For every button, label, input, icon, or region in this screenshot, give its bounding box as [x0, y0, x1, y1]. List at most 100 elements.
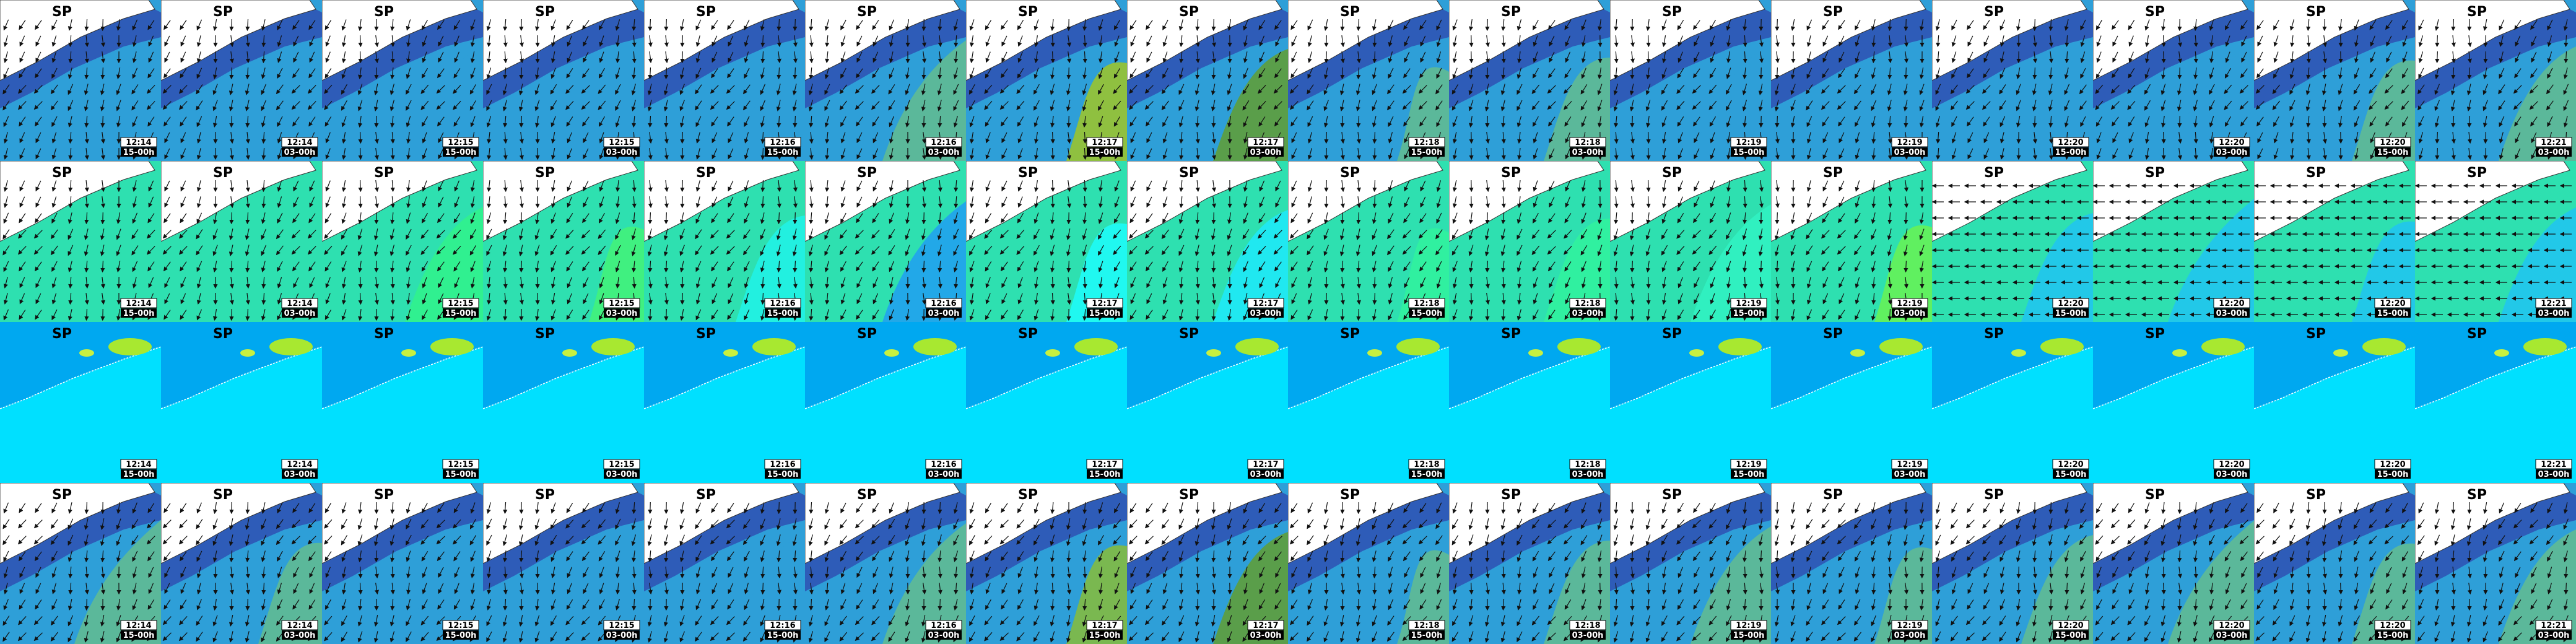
wind-arrow	[35, 20, 42, 30]
date-label: 12:16	[770, 299, 795, 308]
wind-arrow	[147, 20, 155, 30]
hotspot	[401, 349, 416, 357]
hotspot	[2011, 349, 2026, 357]
wind-arrow	[373, 84, 378, 95]
band	[322, 9, 483, 108]
wind-arrow	[2435, 35, 2440, 48]
wind-arrow	[84, 67, 89, 80]
wind-arrow	[632, 67, 637, 80]
tile-body	[1771, 0, 1932, 161]
wind-arrow	[132, 35, 137, 47]
wind-arrow	[599, 51, 604, 63]
time-label: 03-00h	[1572, 148, 1604, 157]
time-label: 03-00h	[2538, 470, 2570, 479]
wind-arrow	[1630, 67, 1635, 80]
hotspot	[2523, 338, 2567, 355]
hotspot	[2494, 349, 2509, 357]
wind-arrow	[3, 67, 9, 79]
wind-arrow	[148, 51, 154, 63]
date-box	[281, 137, 318, 147]
time-label: 03-00h	[1894, 309, 1926, 318]
wind-arrow	[566, 68, 573, 79]
tile-label: SP	[535, 165, 555, 181]
wind-arrow	[116, 19, 121, 32]
wind-arrow	[292, 116, 300, 127]
wind-arrow	[212, 100, 218, 111]
wind-arrow	[35, 116, 42, 127]
time-label: 03-00h	[1572, 631, 1604, 640]
wind-arrow	[793, 67, 798, 80]
tile-body	[1610, 161, 1771, 322]
wind-arrow	[453, 116, 461, 127]
tile-body	[2254, 0, 2415, 161]
wind-arrow	[307, 101, 316, 110]
wind-arrow	[196, 19, 202, 31]
tile-body	[161, 322, 322, 483]
wind-arrow	[470, 51, 475, 64]
tile-label: SP	[1018, 4, 1038, 20]
hotspot	[1367, 349, 1382, 357]
wind-arrow	[582, 68, 590, 79]
date-label: 12:15	[448, 299, 473, 308]
wind-arrow	[84, 115, 89, 128]
wind-arrow	[1904, 67, 1908, 80]
wind-arrow	[1775, 115, 1780, 128]
time-label: 03-00h	[284, 470, 316, 479]
tile-body	[1288, 0, 1449, 161]
wind-arrow	[470, 35, 475, 48]
wind-arrow	[486, 19, 492, 31]
tile-body	[1610, 0, 1771, 161]
wind-arrow	[1759, 260, 1764, 273]
date-label: 12:20	[2219, 138, 2244, 147]
date-label: 12:19	[1897, 299, 1922, 308]
date-label: 12:17	[1092, 460, 1117, 469]
time-label: 03-00h	[928, 148, 960, 157]
wind-arrow	[421, 116, 429, 127]
tile-label: SP	[1018, 487, 1038, 503]
tile-label: SP	[2467, 165, 2487, 181]
tile-body	[322, 161, 483, 322]
wind-arrow	[3, 51, 8, 63]
wind-arrow	[308, 116, 316, 127]
wind-arrow	[325, 51, 331, 63]
wind-arrow	[292, 20, 300, 30]
wind-arrow	[374, 132, 379, 144]
wind-arrow	[196, 100, 203, 111]
tile-label: SP	[213, 4, 233, 20]
time-box	[282, 147, 318, 157]
tile-label: SP	[1823, 487, 1843, 503]
time-label: 03-00h	[606, 309, 638, 318]
hotspot	[723, 349, 738, 357]
wind-arrow	[599, 35, 604, 47]
wind-arrow	[2, 84, 10, 95]
wind-arrow	[307, 85, 316, 94]
wind-arrow	[632, 19, 637, 32]
date-label: 12:16	[931, 138, 956, 147]
date-label: 12:14	[126, 460, 151, 469]
tile-body	[2254, 483, 2415, 644]
wind-arrow	[438, 51, 444, 63]
wind-arrow	[422, 51, 427, 63]
date-label: 12:14	[287, 621, 312, 630]
hotspot	[2333, 349, 2348, 357]
tile-body	[1610, 322, 1771, 483]
date-label: 12:18	[1575, 299, 1600, 308]
hotspot	[1235, 338, 1279, 355]
tile-label: SP	[1823, 326, 1843, 342]
time-label: 15-00h	[2377, 309, 2409, 318]
wind-arrow	[1485, 115, 1490, 128]
wind-arrow	[3, 19, 9, 31]
date-label: 12:19	[1897, 621, 1922, 630]
date-label: 12:19	[1736, 299, 1761, 308]
